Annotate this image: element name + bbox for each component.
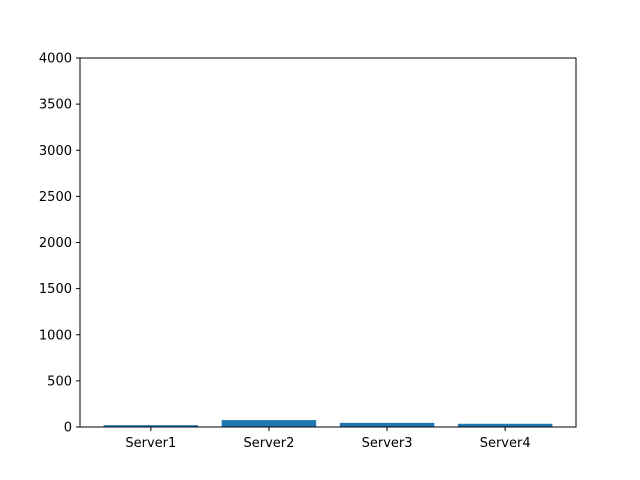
- y-tick-label: 0: [64, 421, 72, 436]
- x-axis: Server1 Server2 Server3 Server4: [125, 427, 531, 451]
- y-tick-label: 3500: [39, 98, 72, 113]
- plot-frame: [79, 57, 577, 428]
- y-tick-label: 1000: [39, 328, 72, 343]
- y-axis: 0 500 1000 1500 2000 2500 3000 3500 4000: [39, 52, 80, 436]
- y-tick-label: 4000: [39, 52, 72, 67]
- y-tick-label: 1500: [39, 282, 72, 297]
- x-tick-label: Server1: [125, 436, 176, 451]
- y-tick-label: 2000: [39, 236, 72, 251]
- y-tick-label: 3000: [39, 144, 72, 159]
- y-tick-label: 500: [47, 374, 72, 389]
- bar-server2: [221, 420, 317, 427]
- bar-group: [103, 420, 553, 427]
- y-tick-label: 2500: [39, 190, 72, 205]
- bar-server1: [103, 425, 199, 427]
- bar-server3: [339, 422, 435, 427]
- x-tick-label: Server2: [243, 436, 294, 451]
- x-tick-label: Server3: [362, 436, 413, 451]
- x-tick-label: Server4: [480, 436, 531, 451]
- bar-server4: [457, 423, 553, 427]
